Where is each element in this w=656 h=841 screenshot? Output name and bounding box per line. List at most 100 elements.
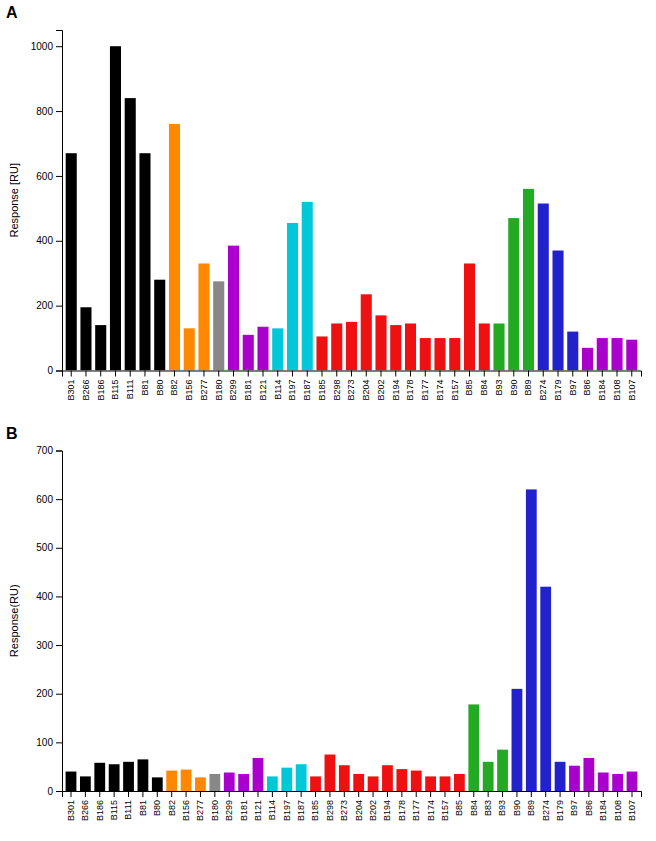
x-tick-label: B82 [167,800,177,816]
x-tick-mark [445,791,446,797]
x-tick-mark [516,791,517,797]
x-tick: B181 [243,371,253,401]
bar [454,774,465,791]
x-tick: B299 [228,371,238,401]
x-tick-label: B115 [110,380,120,400]
x-tick-mark [543,371,544,377]
x-tick-mark [336,371,337,377]
x-tick-label: B180 [214,380,224,401]
x-tick-mark [301,791,302,797]
x-tick-mark [502,791,503,797]
x-tick-mark [100,371,101,377]
x-tick-mark [286,791,287,797]
x-tick: B180 [214,371,224,401]
bar [583,758,594,791]
bar [138,759,149,791]
x-tick: B184 [598,791,608,821]
x-tick-mark [459,791,460,797]
x-tick: B111 [125,371,135,400]
x-tick-mark [329,791,330,797]
bar [552,251,563,371]
bar [198,263,209,370]
bar [440,776,451,791]
x-tick: B194 [382,791,392,821]
bar [339,765,350,791]
x-tick: B277 [195,791,205,821]
x-tick-label: B299 [224,800,234,821]
bar [110,46,121,370]
bar [497,750,508,791]
x-tick: B81 [138,791,148,816]
y-tick-mark [56,694,62,695]
y-tick-mark [56,46,62,47]
x-tick-mark [200,791,201,797]
x-tick: B298 [332,371,342,401]
x-tick-mark [387,791,388,797]
x-tick-label: B274 [538,380,548,401]
x-tick-mark [272,791,273,797]
x-tick-mark [229,791,230,797]
x-tick: B174 [425,791,435,821]
bar [361,294,372,370]
x-tick: B115 [109,791,119,820]
x-tick-label: B85 [454,800,464,816]
x-tick-mark [277,371,278,377]
x-tick: B82 [167,791,177,816]
y-tick-label: 400 [36,591,53,602]
bar [125,98,136,370]
y-tick-label: 300 [36,640,53,651]
y-tick-label: 200 [36,300,53,311]
x-tick-mark [588,791,589,797]
bar [390,325,401,370]
y-axis-title: Response(RU) [8,584,20,657]
x-tick-label: B184 [598,800,608,821]
x-tick-label: B108 [613,800,623,821]
bar [411,771,422,791]
y-tick-mark [56,306,62,307]
x-tick-label: B179 [553,380,563,401]
y-axis-line [56,31,63,372]
bar [184,328,195,370]
y-tick-label: 0 [47,786,53,797]
x-tick-label: B174 [425,800,435,821]
x-tick-mark [488,791,489,797]
x-tick: B197 [282,791,292,821]
y-tick-label: 200 [36,688,53,699]
x-tick: B202 [376,371,386,401]
x-tick-label: B115 [109,800,119,820]
y-tick-label: 1000 [31,41,54,52]
x-tick-label: B111 [123,800,133,820]
x-tick-label: B114 [273,380,283,400]
x-tick: B197 [287,371,297,401]
x-tick-mark [602,371,603,377]
x-tick-mark [473,791,474,797]
x-tick: B187 [302,371,312,401]
y-tick-mark [56,451,62,452]
x-tick: B81 [140,371,150,396]
x-tick-mark [344,791,345,797]
x-tick-mark [631,371,632,377]
bar [224,773,235,791]
x-tick-label: B97 [569,800,579,816]
x-tick-label: B84 [469,800,479,816]
panel: 02004006008001000B301B266B186B115B111B81… [6,4,642,401]
bar [195,777,206,791]
x-tick-mark [321,371,322,377]
y-tick: 600 [36,171,62,182]
bar [405,323,416,370]
x-tick-mark [248,371,249,377]
x-tick-mark [358,791,359,797]
x-tick-mark [85,791,86,797]
x-tick: B185 [310,791,320,821]
x-tick: B107 [627,371,637,401]
x-tick-mark [513,371,514,377]
bar [611,338,622,370]
x-tick: B156 [184,371,194,401]
y-tick-label: 400 [36,235,53,246]
bar [567,332,578,371]
x-tick: B277 [199,371,209,401]
bar [483,762,494,791]
x-tick-label: B111 [125,380,135,400]
x-tick: B187 [296,791,306,821]
bar [420,338,431,370]
